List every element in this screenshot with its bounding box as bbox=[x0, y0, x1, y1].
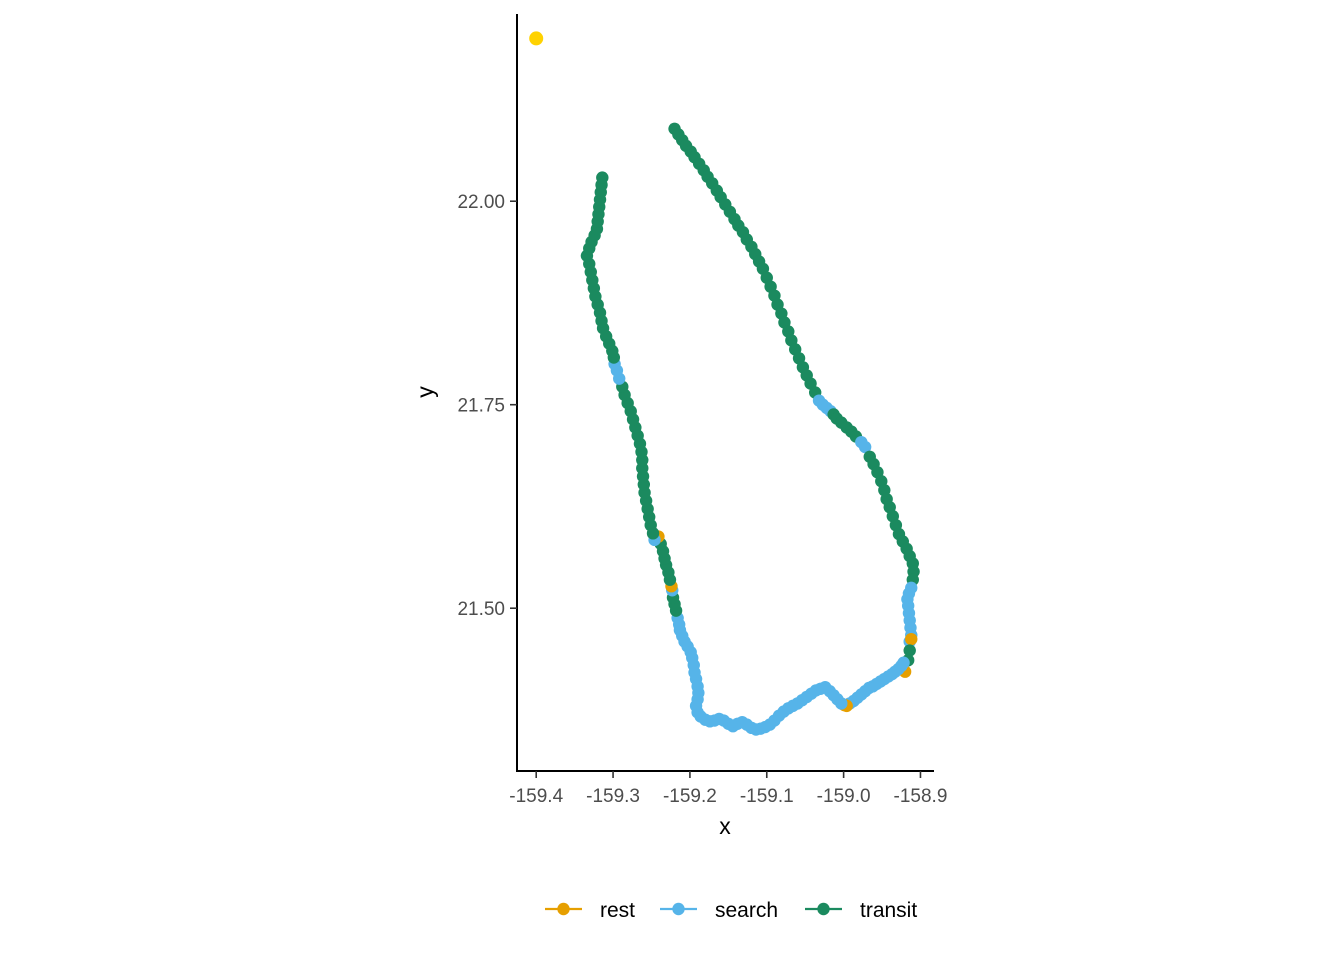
x-axis-ticks: -159.4 -159.3 -159.2 -159.1 -159.0 -158.9 bbox=[509, 771, 947, 807]
point-search bbox=[858, 440, 872, 454]
start-point bbox=[529, 31, 544, 46]
legend-key-dot bbox=[557, 902, 570, 916]
point-rest bbox=[905, 632, 918, 646]
x-tick-label: -159.2 bbox=[663, 786, 717, 807]
y-tick-label: 21.75 bbox=[457, 396, 505, 417]
legend-label: transit bbox=[860, 899, 917, 922]
legend-label: search bbox=[715, 899, 778, 922]
x-tick-label: -158.9 bbox=[894, 786, 948, 807]
legend-item-rest: rest bbox=[545, 899, 635, 922]
x-tick-label: -159.0 bbox=[817, 786, 871, 807]
legend-item-transit: transit bbox=[805, 899, 917, 922]
legend-key-dot bbox=[817, 902, 830, 916]
x-tick-label: -159.1 bbox=[740, 786, 794, 807]
x-tick-label: -159.4 bbox=[509, 786, 563, 807]
data-points bbox=[529, 31, 920, 736]
x-axis-title: x bbox=[719, 813, 731, 839]
y-tick-label: 22.00 bbox=[457, 192, 505, 213]
legend-item-search: search bbox=[660, 899, 778, 922]
point-transit bbox=[903, 644, 916, 657]
point-transit bbox=[596, 171, 609, 184]
x-tick-label: -159.3 bbox=[586, 786, 640, 807]
legend-key-dot bbox=[672, 902, 685, 916]
legend: rest search transit bbox=[545, 899, 917, 922]
y-axis-title: y bbox=[412, 386, 438, 398]
y-tick-label: 21.50 bbox=[457, 599, 505, 620]
y-axis-ticks: 21.50 21.75 22.00 bbox=[457, 192, 517, 620]
legend-label: rest bbox=[600, 899, 635, 922]
